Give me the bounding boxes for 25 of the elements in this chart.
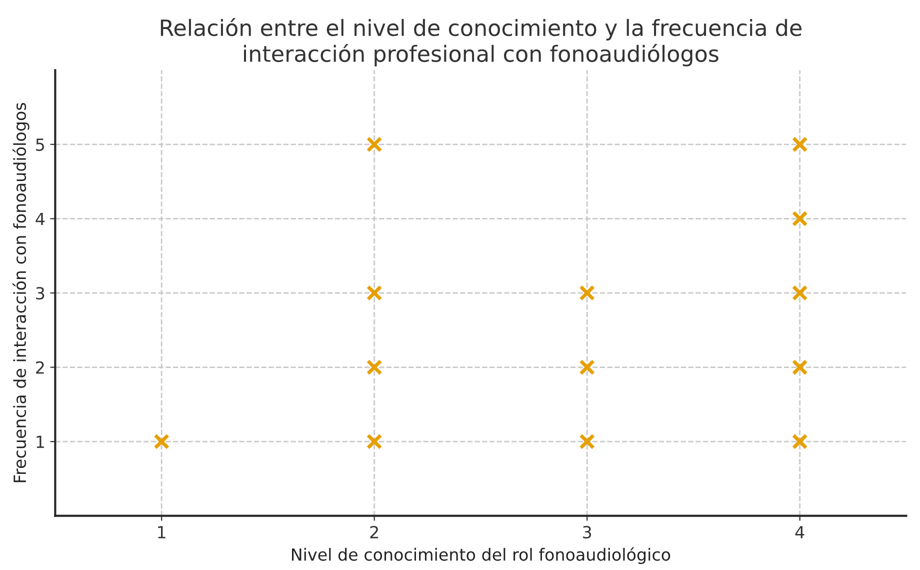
point [579,434,596,450]
point [579,285,596,301]
point [792,136,808,152]
x-tick-label: 4 [795,526,804,538]
point [579,359,596,376]
y-tick-label: 1 [36,436,44,448]
point [366,434,382,450]
point [366,136,382,152]
point [366,285,382,301]
point [154,434,170,450]
y-tick-label: 4 [36,212,45,226]
y-tick-label: 3 [36,286,44,300]
chart-title: Relación entre el nivel de conocimiento y la frecuencia de interacción profesional con fonoaudiólogos [160,18,802,66]
point [792,285,808,301]
x-tick-label: 1 [158,526,166,538]
x-tick-label: 2 [370,526,378,538]
point [792,359,808,376]
point [792,434,808,450]
x-axis-title: Nivel de conocimiento del rol fonoaudiológico [292,547,670,564]
point [792,210,808,227]
y-tick-label: 5 [36,138,44,151]
x-tick-label: 3 [583,526,592,538]
y-axis-title: Frecuencia de interacción con fonoaudiólogos [12,102,30,482]
y-tick-label: 2 [36,361,44,374]
point [366,359,382,376]
